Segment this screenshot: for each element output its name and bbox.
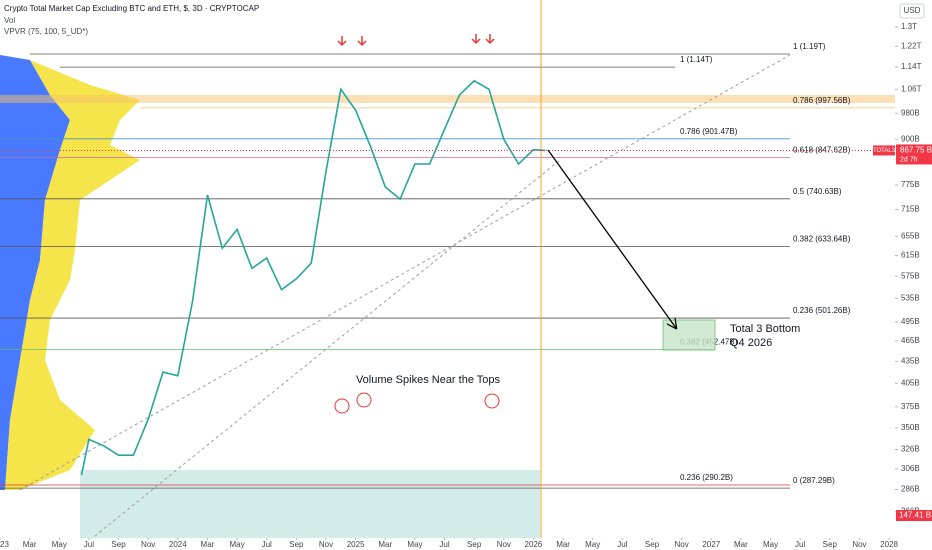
price-axis <box>895 0 932 550</box>
y-tick-label: 495B <box>901 317 920 326</box>
fib-label: 0.236 (290.2B) <box>680 473 733 482</box>
y-tick-label: 405B <box>901 378 920 387</box>
y-tick-label: 435B <box>901 356 920 365</box>
x-tick-label: Jul <box>795 540 805 549</box>
y-tick-label: 1.3T <box>901 22 917 31</box>
x-tick-label: Sep <box>467 540 482 549</box>
x-tick-label: Nov <box>497 540 511 549</box>
x-tick-label: Mar <box>378 540 392 549</box>
x-tick-label: 2028 <box>880 540 898 549</box>
fib-label: 0.786 (997.56B) <box>793 96 851 105</box>
x-tick-label: Sep <box>645 540 660 549</box>
y-tick-label: 615B <box>901 251 920 260</box>
projection-arrow <box>547 149 676 328</box>
volume-tag <box>896 510 932 521</box>
annotation: Q4 2026 <box>730 337 772 349</box>
time-axis <box>0 538 895 550</box>
y-tick-label: 535B <box>901 293 920 302</box>
y-tick-label: 980B <box>901 108 920 117</box>
y-tick-label: 306B <box>901 464 920 473</box>
fib-label: 0.618 (847.62B) <box>793 146 851 155</box>
trendline <box>89 159 561 541</box>
annotation: Total 3 Bottom <box>730 323 800 335</box>
currency-button[interactable] <box>899 3 925 19</box>
y-tick-label: 375B <box>901 402 920 411</box>
y-tick-label: 715B <box>901 205 920 214</box>
x-tick-label: 2023 <box>0 540 9 549</box>
x-tick-label: Sep <box>823 540 838 549</box>
fib-label: 0.236 (501.26B) <box>793 306 851 315</box>
y-tick-label: 575B <box>901 271 920 280</box>
y-tick-label: 350B <box>901 423 920 432</box>
price-label: 867.75 B <box>900 146 932 155</box>
currency: USD <box>904 6 921 15</box>
x-tick-label: Nov <box>319 540 333 549</box>
fib-label: 1 (1.14T) <box>680 55 713 64</box>
annotation: Volume Spikes Near the Tops <box>356 374 501 386</box>
x-tick-label: May <box>230 540 245 549</box>
y-tick-label: 465B <box>901 336 920 345</box>
fib-band <box>0 95 895 103</box>
price-tag <box>896 144 932 165</box>
x-tick-label: May <box>585 540 600 549</box>
x-tick-label: Nov <box>141 540 155 549</box>
x-tick-label: Mar <box>23 540 37 549</box>
y-tick-label: 286B <box>901 485 920 494</box>
x-tick-label: 2026 <box>525 540 543 549</box>
price-line <box>80 79 546 476</box>
x-tick-label: Jul <box>262 540 272 549</box>
x-tick-label: 2027 <box>702 540 720 549</box>
x-tick-label: Mar <box>556 540 570 549</box>
volume-profile <box>0 55 140 490</box>
top-arrows <box>337 34 495 47</box>
chart-title: Crypto Total Market Cap Excluding BTC an… <box>4 4 259 13</box>
symbol-tag <box>873 145 895 156</box>
y-tick-label: 655B <box>901 231 920 240</box>
y-tick-label: 900B <box>901 134 920 143</box>
volume-area <box>80 470 540 538</box>
x-tick-label: Sep <box>111 540 126 549</box>
symbol-label: TOTAL3 <box>873 148 896 154</box>
fib-label: 0.786 (901.47B) <box>680 127 738 136</box>
fib-label: 1 (1.19T) <box>793 42 826 51</box>
y-tick-label: 1.06T <box>901 84 922 93</box>
fib-label: 0.382 (633.64B) <box>793 235 851 244</box>
y-tick-label: 1.14T <box>901 62 922 71</box>
x-tick-label: May <box>52 540 67 549</box>
x-tick-label: Jul <box>439 540 449 549</box>
x-tick-label: Nov <box>852 540 866 549</box>
x-tick-label: Jul <box>617 540 627 549</box>
target-box <box>662 319 716 351</box>
indicator: Vol <box>4 16 15 25</box>
y-tick-label: 1.22T <box>901 41 922 50</box>
spike-circles <box>334 392 500 414</box>
x-tick-label: May <box>407 540 422 549</box>
x-tick-label: Mar <box>734 540 748 549</box>
volume-label: 147.41 B <box>899 511 931 520</box>
y-tick-label: 775B <box>901 180 920 189</box>
fib-label: 0.5 (740.63B) <box>793 187 842 196</box>
x-tick-label: 2025 <box>347 540 365 549</box>
y-tick-label: 326B <box>901 445 920 454</box>
x-tick-label: Nov <box>675 540 689 549</box>
x-tick-label: Jul <box>84 540 94 549</box>
indicator: VPVR (75, 100, 5_UD*) <box>4 27 88 36</box>
x-tick-label: Sep <box>289 540 304 549</box>
x-tick-label: 2024 <box>169 540 187 549</box>
x-tick-label: Mar <box>201 540 215 549</box>
fib-label: 0 (287.29B) <box>793 476 835 485</box>
x-tick-label: May <box>763 540 778 549</box>
countdown: 2d 7h <box>900 156 918 163</box>
